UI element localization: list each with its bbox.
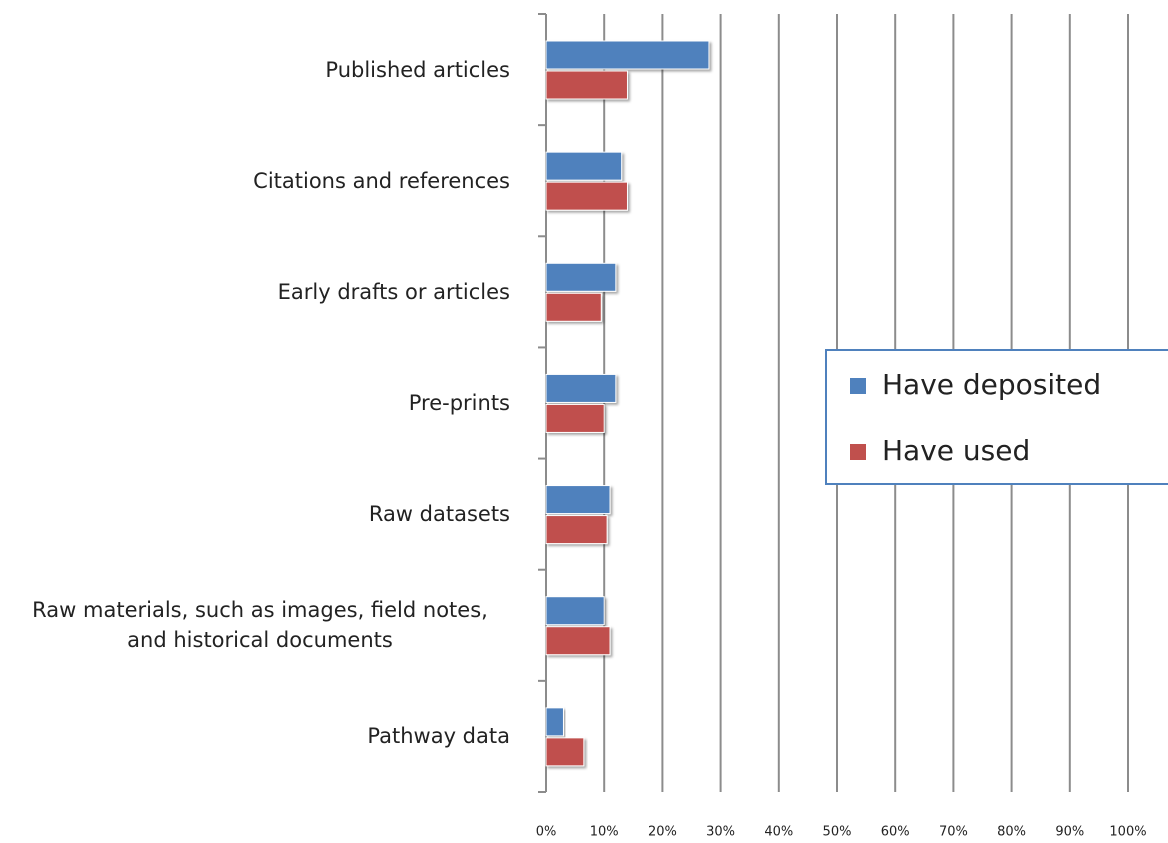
y-tick-label: Pre-prints: [0, 347, 510, 458]
legend-label: Have deposited: [882, 368, 1101, 401]
legend-label: Have used: [882, 434, 1030, 467]
x-tick-label: 70%: [939, 825, 968, 840]
bar: [545, 373, 617, 403]
bar: [545, 262, 617, 292]
bar: [545, 292, 602, 322]
legend-swatch: [850, 378, 866, 394]
category-text: Pathway data: [367, 724, 510, 749]
bar: [545, 181, 628, 211]
bar: [545, 40, 710, 70]
category-text: Pre-prints: [408, 390, 510, 415]
legend-box: [825, 349, 1168, 485]
category-text: Citations and references: [253, 168, 510, 193]
bar: [545, 515, 608, 545]
x-tick-label: 100%: [1109, 825, 1146, 840]
y-tick-label: Citations and references: [0, 125, 510, 236]
x-tick-label: 10%: [590, 825, 619, 840]
x-tick-label: 40%: [764, 825, 793, 840]
category-text: Published articles: [325, 57, 510, 82]
x-tick-label: 20%: [648, 825, 677, 840]
bar: [545, 403, 605, 433]
y-tick-label: Raw datasets: [0, 459, 510, 570]
bar: [545, 485, 611, 515]
y-tick-label: Early drafts or articles: [0, 236, 510, 347]
bar: [545, 151, 623, 181]
category-text: Raw datasets: [368, 502, 510, 527]
bar: [545, 596, 605, 626]
x-tick-label: 80%: [997, 825, 1026, 840]
x-tick-label: 50%: [823, 825, 852, 840]
y-tick-label: Raw materials, such as images, field not…: [0, 570, 510, 681]
x-tick-label: 90%: [1055, 825, 1084, 840]
x-tick-label: 0%: [536, 825, 557, 840]
y-tick-label: Published articles: [0, 14, 510, 125]
bar: [545, 737, 585, 767]
bar: [545, 70, 628, 100]
category-text: Early drafts or articles: [277, 279, 510, 304]
x-tick-label: 30%: [706, 825, 735, 840]
category-text: Raw materials, such as images, field not…: [32, 598, 488, 653]
legend-swatch: [850, 444, 866, 460]
y-tick-label: Pathway data: [0, 681, 510, 792]
bar: [545, 626, 611, 656]
bar: [545, 707, 564, 737]
x-tick-label: 60%: [881, 825, 910, 840]
